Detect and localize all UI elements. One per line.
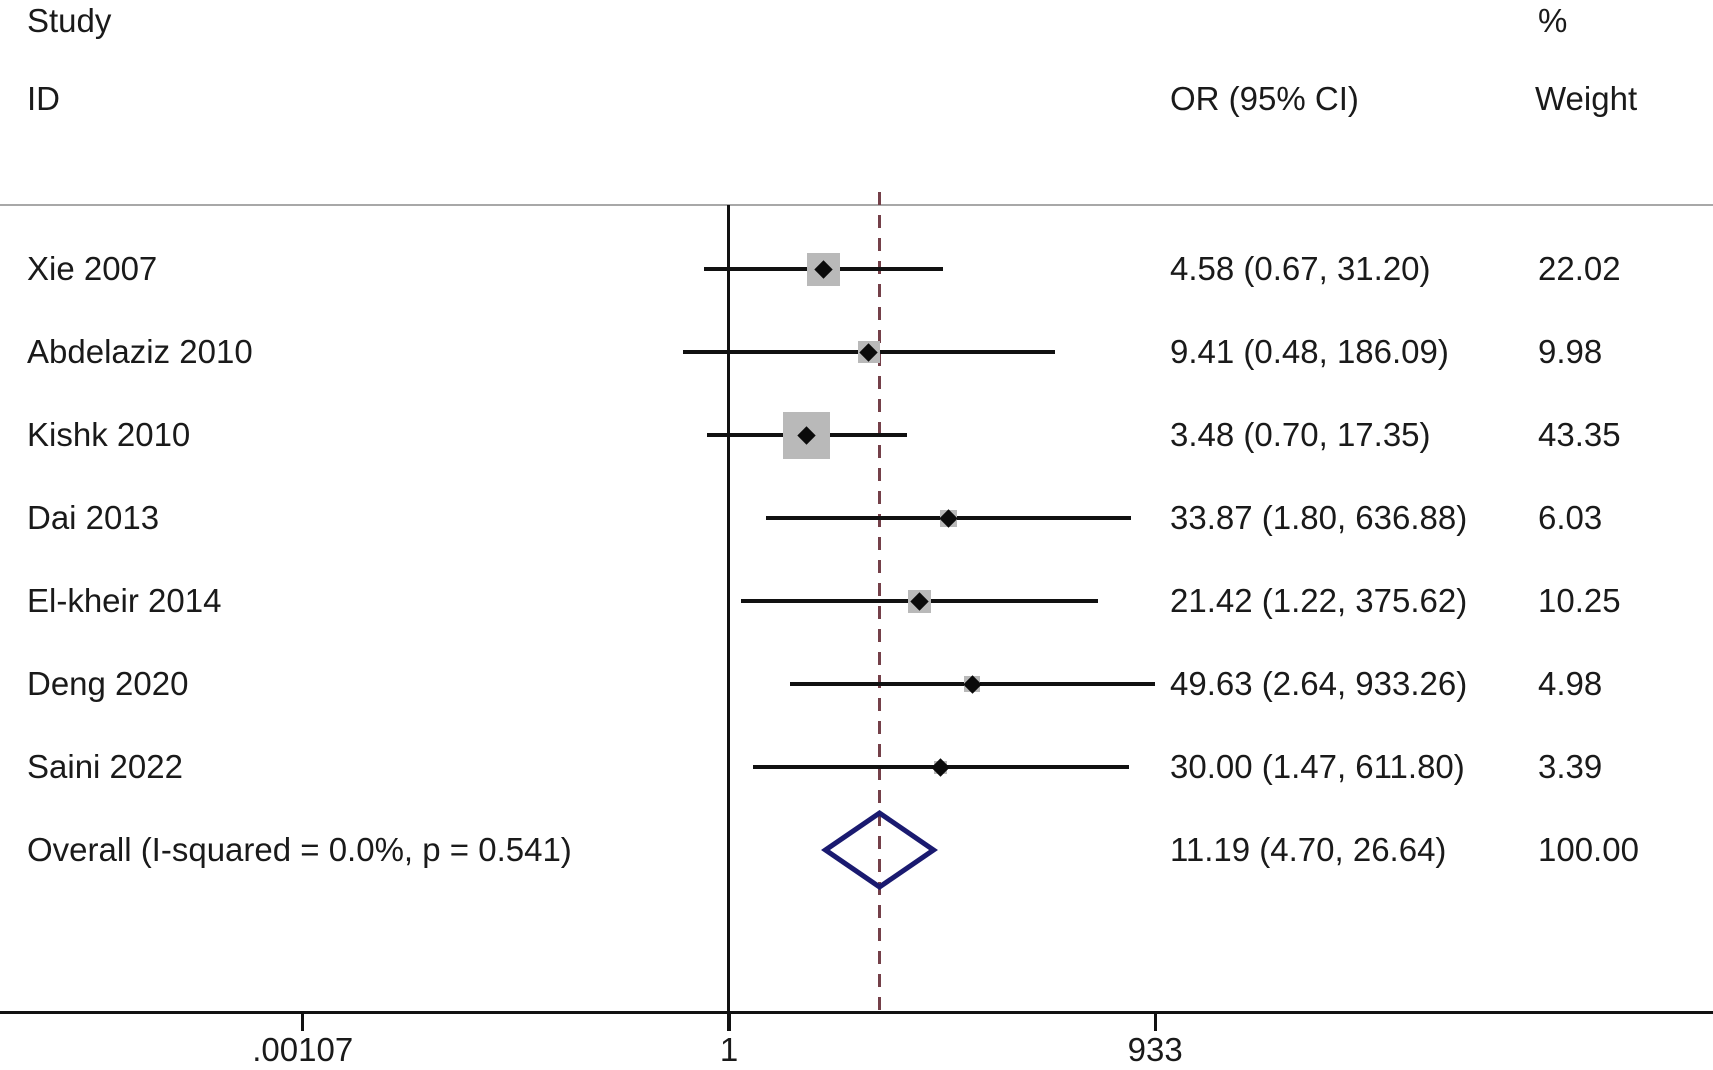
top-rule bbox=[0, 204, 1713, 206]
x-axis-line bbox=[0, 1011, 1713, 1014]
or-ci-value: 33.87 (1.80, 636.88) bbox=[1170, 499, 1468, 536]
weight-value: 43.35 bbox=[1538, 416, 1621, 453]
x-axis-tick-label: 1 bbox=[719, 1031, 739, 1068]
overall-label: Overall (I-squared = 0.0%, p = 0.541) bbox=[27, 831, 572, 868]
x-axis-tick bbox=[301, 1014, 305, 1031]
weight-value: 22.02 bbox=[1538, 250, 1621, 287]
weight-value: 10.25 bbox=[1538, 582, 1621, 619]
header-or-ci: OR (95% CI) bbox=[1170, 80, 1359, 117]
weight-value: 9.98 bbox=[1538, 333, 1603, 370]
x-axis-tick-label: 933 bbox=[1127, 1031, 1183, 1068]
weight-value: 4.98 bbox=[1538, 665, 1603, 702]
x-axis-tick bbox=[727, 1014, 731, 1031]
header-weight: Weight bbox=[1535, 80, 1638, 117]
overall-or-ci-value: 11.19 (4.70, 26.64) bbox=[1170, 831, 1447, 868]
x-axis-tick bbox=[1153, 1014, 1157, 1031]
study-label: El-kheir 2014 bbox=[27, 582, 222, 619]
weight-value: 3.39 bbox=[1538, 748, 1603, 785]
overall-weight-value: 100.00 bbox=[1538, 831, 1639, 868]
study-label: Kishk 2010 bbox=[27, 416, 191, 453]
or-ci-value: 3.48 (0.70, 17.35) bbox=[1170, 416, 1431, 453]
header-percent: % bbox=[1538, 2, 1568, 39]
or-ci-value: 4.58 (0.67, 31.20) bbox=[1170, 250, 1431, 287]
or-ci-value: 30.00 (1.47, 611.80) bbox=[1170, 748, 1465, 785]
or-ci-value: 21.42 (1.22, 375.62) bbox=[1170, 582, 1468, 619]
or-ci-value: 9.41 (0.48, 186.09) bbox=[1170, 333, 1449, 370]
study-label: Saini 2022 bbox=[27, 748, 183, 785]
header-study: Study bbox=[27, 2, 112, 39]
null-line bbox=[727, 205, 730, 1031]
study-label: Dai 2013 bbox=[27, 499, 160, 536]
header-id: ID bbox=[27, 80, 60, 117]
study-label: Abdelaziz 2010 bbox=[27, 333, 253, 370]
study-label: Xie 2007 bbox=[27, 250, 158, 287]
study-label: Deng 2020 bbox=[27, 665, 189, 702]
x-axis-tick-label: .00107 bbox=[252, 1031, 354, 1068]
weight-value: 6.03 bbox=[1538, 499, 1603, 536]
or-ci-value: 49.63 (2.64, 933.26) bbox=[1170, 665, 1468, 702]
